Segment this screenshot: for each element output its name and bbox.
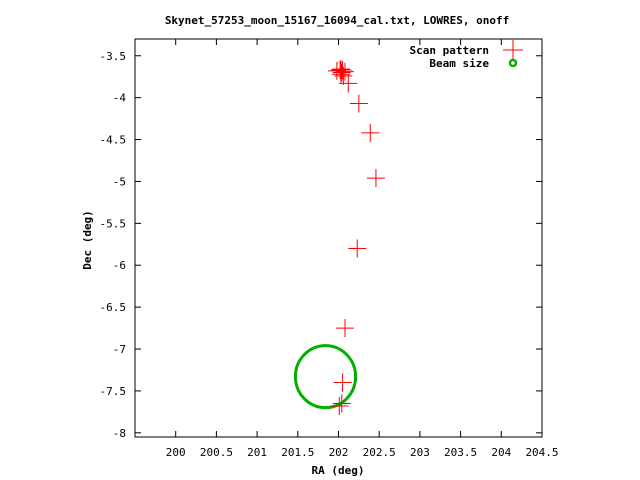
scan-point (332, 63, 351, 82)
scan-point (330, 396, 349, 415)
scan-point (331, 60, 350, 79)
legend-marker-beam-size (508, 58, 518, 68)
y-tick-label: -6 (113, 259, 126, 272)
x-tick-label: 200.5 (200, 446, 233, 459)
chart-title: Skynet_57253_moon_15167_16094_cal.txt, L… (165, 14, 509, 27)
scan-point (349, 94, 368, 113)
y-tick-label: -3.5 (100, 50, 127, 63)
scan-point (336, 62, 355, 81)
scan-point (361, 123, 380, 142)
x-tick-label: 200 (166, 446, 186, 459)
scan-point (348, 239, 367, 258)
y-tick-label: -4 (113, 92, 127, 105)
legend-label-beam-size: Beam size (429, 57, 489, 70)
x-axis: 200 200.5 201 201.5 202 202.5 203 203.5 204 204.5 (166, 39, 559, 459)
y-tick-label: -5 (113, 175, 126, 188)
x-tick-label: 201.5 (281, 446, 314, 459)
x-tick-label: 202.5 (363, 446, 396, 459)
y-tick-label: -6.5 (100, 301, 127, 314)
legend-marker-scan-pattern (503, 40, 523, 60)
y-axis-label: Dec (deg) (81, 210, 94, 270)
y-tick-label: -4.5 (100, 134, 127, 147)
x-tick-label: 203 (410, 446, 430, 459)
scan-pattern-series (327, 60, 385, 415)
plot-frame (134, 38, 543, 438)
legend-label-scan-pattern: Scan pattern (410, 44, 489, 57)
x-tick-label: 204 (491, 446, 511, 459)
beam-circle (293, 344, 358, 410)
x-tick-label: 203.5 (444, 446, 477, 459)
scan-point (334, 66, 353, 85)
scan-point (336, 319, 355, 338)
y-tick-label: -8 (113, 427, 126, 440)
y-tick-label: -7.5 (100, 385, 127, 398)
y-axis: -3.5 -4 -4.5 -5 -5.5 -6 -6.5 -7 -7.5 -8 (100, 50, 542, 440)
x-tick-label: 204.5 (525, 446, 558, 459)
x-tick-label: 202 (329, 446, 349, 459)
scan-point (339, 74, 358, 93)
scan-point (332, 394, 351, 413)
legend: Scan pattern Beam size (410, 40, 523, 70)
scan-point (333, 373, 352, 392)
x-tick-label: 201 (247, 446, 267, 459)
scan-point (366, 169, 385, 188)
y-tick-label: -7 (113, 343, 126, 356)
beam-size-series (293, 344, 358, 410)
y-tick-label: -5.5 (100, 217, 127, 230)
scan-point (327, 61, 346, 80)
x-axis-label: RA (deg) (312, 464, 365, 477)
